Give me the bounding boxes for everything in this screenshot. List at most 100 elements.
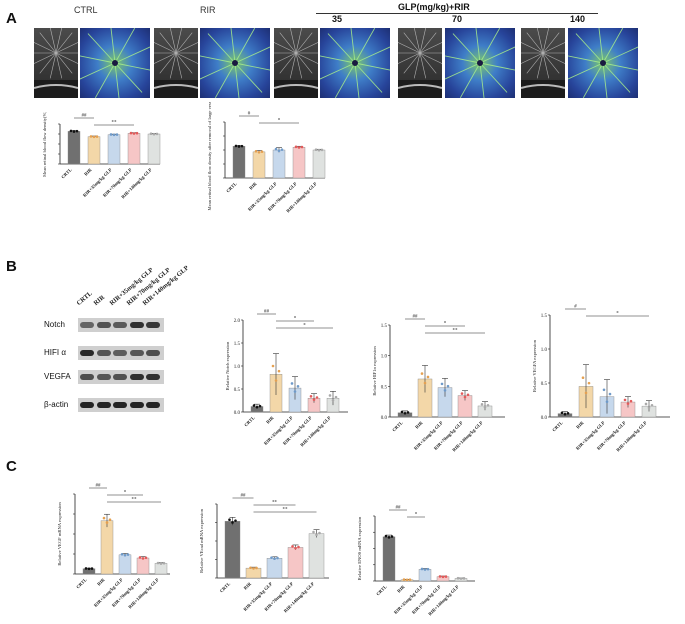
x-tick-label: CRTL: [551, 420, 563, 432]
bar: [267, 558, 282, 578]
chart-b3-vegfa: 0.00.51.01.5Relative VEGFA expressionCRT…: [515, 300, 680, 455]
blot-band: [80, 374, 94, 380]
y-axis-label: Relative HIF1α expression: [372, 346, 377, 396]
blot-band: [146, 402, 160, 408]
x-tick-label: RIR: [396, 584, 406, 594]
y-tick-label: 1.0: [234, 365, 241, 370]
blot-band: [130, 322, 144, 328]
fundus-image-dose-35: [320, 28, 390, 98]
y-tick-label: 0.5: [381, 385, 388, 390]
data-point: [270, 556, 273, 559]
bar: [273, 150, 285, 178]
blot-band: [113, 322, 127, 328]
blot-band: [130, 374, 144, 380]
significance-label: ##: [413, 315, 419, 320]
significance-label: **: [112, 121, 118, 126]
data-point: [481, 403, 484, 406]
y-tick-label: 1.5: [541, 314, 548, 319]
data-point: [130, 132, 133, 135]
data-point: [91, 567, 94, 570]
blot-label-0: Notch: [44, 320, 65, 329]
data-point: [318, 532, 321, 535]
data-point: [255, 150, 258, 153]
oct-image-dose-70: [398, 28, 442, 98]
data-point: [627, 402, 630, 405]
data-point: [407, 411, 410, 414]
y-tick-label: 1.5: [234, 342, 241, 347]
data-point: [624, 399, 627, 402]
data-point: [96, 135, 99, 138]
bar: [233, 146, 245, 178]
data-point: [228, 518, 231, 521]
fundus-image-dose-70: [445, 28, 515, 98]
x-tick-label: CRTL: [243, 415, 255, 427]
data-point: [445, 575, 448, 578]
data-point: [391, 535, 394, 538]
blot-band: [97, 322, 111, 328]
data-point: [261, 150, 264, 153]
data-point: [424, 382, 427, 385]
bar: [293, 147, 305, 178]
data-point: [467, 393, 470, 396]
data-point: [301, 146, 304, 149]
bar: [419, 569, 431, 581]
data-point: [318, 149, 321, 152]
data-point: [606, 400, 609, 403]
bar: [288, 547, 303, 578]
data-point: [252, 567, 255, 570]
data-point: [278, 370, 281, 373]
data-point: [321, 149, 324, 152]
blot-band: [113, 350, 127, 356]
x-tick-label: RIR: [414, 420, 424, 430]
data-point: [313, 398, 316, 401]
blot-label-1: HIFI α: [44, 348, 66, 357]
bar: [137, 558, 149, 574]
blot-band: [80, 350, 94, 356]
blot-label-2: VEGFA: [44, 372, 71, 381]
data-point: [73, 130, 76, 133]
data-point: [464, 396, 467, 399]
data-point: [70, 130, 73, 133]
data-point: [241, 145, 244, 148]
bar: [383, 537, 395, 581]
data-point: [409, 578, 412, 581]
significance-label: ##: [264, 310, 270, 315]
data-point: [231, 521, 234, 524]
data-point: [645, 403, 648, 406]
data-point: [294, 390, 297, 393]
bar: [68, 131, 80, 164]
data-point: [585, 392, 588, 395]
header-dose-70: 70: [452, 14, 462, 24]
significance-label: **: [453, 329, 459, 334]
oct-image-dose-35: [274, 28, 318, 98]
data-point: [133, 132, 136, 135]
blot-band: [97, 350, 111, 356]
blot-band: [130, 350, 144, 356]
blot-lane-label: RIR: [92, 294, 106, 307]
panel-letter-a: A: [6, 10, 17, 27]
data-point: [582, 376, 585, 379]
data-point: [275, 379, 278, 382]
data-point: [281, 148, 284, 151]
x-tick-label: CRTL: [225, 181, 237, 193]
data-point: [113, 134, 116, 137]
chart-c1-vegf-mrna: Relative VEGF mRNA expressionCRTL RIRRIR+…: [30, 467, 190, 617]
data-point: [427, 568, 430, 571]
data-point: [88, 568, 91, 571]
data-point: [406, 579, 409, 582]
data-point: [447, 385, 450, 388]
bar: [88, 137, 100, 164]
data-point: [249, 566, 252, 569]
x-tick-label: CRTL: [75, 577, 87, 589]
data-point: [441, 383, 444, 386]
blot-band: [130, 402, 144, 408]
x-tick-label: RIR: [83, 167, 93, 177]
y-tick-label: 1.0: [381, 355, 388, 360]
y-axis-label: Relative VEcad mRNA expression: [199, 508, 204, 573]
x-tick-label: CRTL: [391, 420, 403, 432]
significance-label: ##: [396, 506, 402, 511]
data-point: [609, 393, 612, 396]
y-tick-label: 1.5: [381, 324, 388, 329]
blot-band: [97, 402, 111, 408]
data-point: [278, 149, 281, 152]
